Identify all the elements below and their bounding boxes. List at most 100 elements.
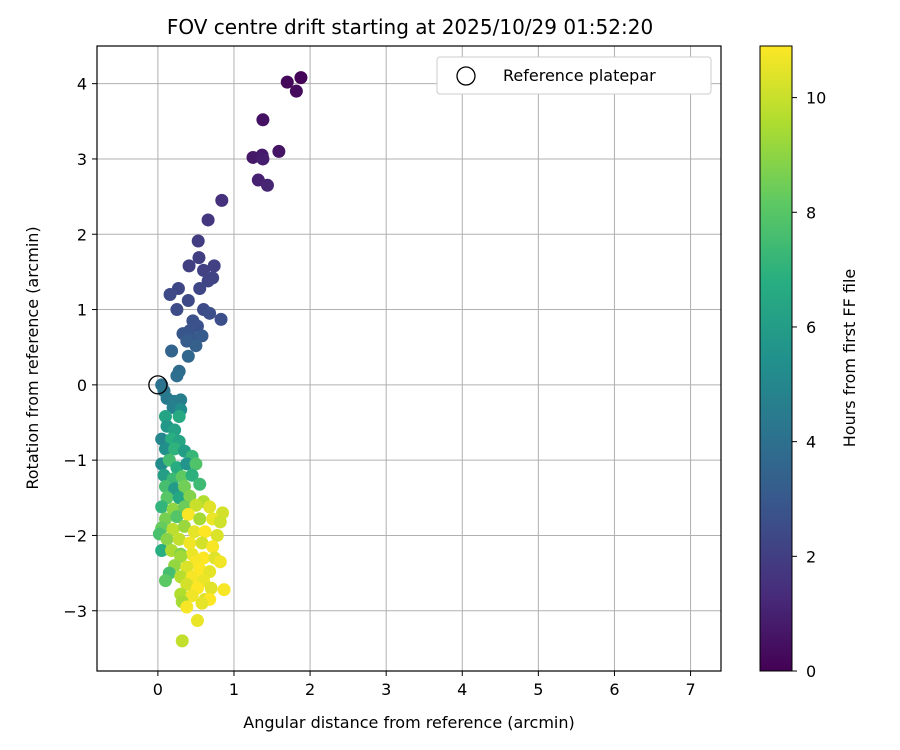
data-point-87 bbox=[166, 522, 180, 536]
data-points bbox=[152, 71, 308, 648]
x-tick-label-1: 1 bbox=[229, 680, 239, 699]
x-tick-label-0: 0 bbox=[153, 680, 163, 699]
data-point-16 bbox=[207, 259, 221, 273]
data-point-9 bbox=[260, 178, 274, 192]
data-point-14 bbox=[182, 259, 196, 273]
data-point-13 bbox=[192, 251, 206, 265]
data-point-64 bbox=[175, 470, 189, 484]
data-point-32 bbox=[195, 329, 209, 343]
data-point-85 bbox=[213, 515, 227, 529]
data-point-26 bbox=[214, 312, 228, 326]
data-point-34 bbox=[189, 339, 203, 353]
colorbar-label: Hours from first FF file bbox=[840, 269, 859, 448]
data-point-83 bbox=[193, 512, 207, 526]
reference-marker-group bbox=[148, 375, 168, 395]
data-point-53 bbox=[158, 442, 172, 456]
reference-platepar-marker bbox=[148, 375, 168, 395]
x-tick-label-6: 6 bbox=[609, 680, 619, 699]
data-point-88 bbox=[178, 519, 192, 533]
y-tick-label-4: 4 bbox=[77, 75, 87, 94]
data-point-115 bbox=[158, 574, 172, 588]
data-point-65 bbox=[185, 468, 199, 482]
data-point-93 bbox=[160, 532, 174, 546]
legend: Reference platepar bbox=[436, 56, 712, 95]
data-point-77 bbox=[189, 498, 203, 512]
data-point-50 bbox=[155, 432, 169, 446]
data-point-125 bbox=[195, 596, 209, 610]
colorbar-tick-label-4: 4 bbox=[806, 433, 816, 452]
data-point-23 bbox=[170, 303, 184, 317]
chart-title: FOV centre drift starting at 2025/10/29 … bbox=[167, 15, 653, 39]
data-point-126 bbox=[180, 600, 194, 614]
colorbar-tick-label-10: 10 bbox=[806, 89, 826, 108]
data-point-118 bbox=[204, 581, 218, 595]
data-point-116 bbox=[180, 577, 194, 591]
data-point-38 bbox=[170, 369, 184, 383]
data-point-18 bbox=[201, 274, 215, 288]
data-point-15 bbox=[197, 263, 211, 277]
data-point-106 bbox=[213, 555, 227, 569]
y-tick-label-2: 2 bbox=[77, 225, 87, 244]
data-point-78 bbox=[203, 500, 217, 514]
data-point-68 bbox=[178, 480, 192, 494]
data-point-81 bbox=[170, 510, 184, 524]
data-point-11 bbox=[201, 213, 215, 227]
colorbar-tick-label-2: 2 bbox=[806, 547, 816, 566]
data-point-90 bbox=[198, 525, 212, 539]
data-point-91 bbox=[210, 528, 224, 542]
data-point-35 bbox=[165, 344, 179, 358]
data-point-69 bbox=[193, 477, 207, 491]
x-tick-label-7: 7 bbox=[685, 680, 695, 699]
colorbar-ticks: 0 2 4 6 8 10 bbox=[792, 89, 826, 681]
data-point-0 bbox=[294, 71, 308, 85]
data-point-127 bbox=[190, 614, 204, 628]
data-point-54 bbox=[168, 442, 182, 456]
data-point-82 bbox=[181, 507, 195, 521]
data-point-22 bbox=[181, 294, 195, 308]
y-axis-ticks: −3 −2 −1 0 1 2 3 4 bbox=[63, 75, 97, 621]
colorbar: 0 2 4 6 8 10 Hours from first FF file bbox=[759, 45, 859, 681]
y-tick-label-3: 3 bbox=[77, 150, 87, 169]
data-point-98 bbox=[155, 544, 169, 558]
data-point-97 bbox=[206, 540, 220, 554]
data-point-60 bbox=[180, 457, 194, 471]
data-point-7 bbox=[256, 152, 270, 166]
x-tick-label-4: 4 bbox=[457, 680, 467, 699]
colorbar-gradient bbox=[759, 45, 793, 672]
y-tick-label--3: −3 bbox=[63, 602, 87, 621]
data-point-47 bbox=[172, 409, 186, 423]
data-point-4 bbox=[272, 144, 286, 158]
data-point-2 bbox=[289, 84, 303, 98]
legend-entry-reference: Reference platepar bbox=[503, 66, 656, 85]
x-axis-ticks: 0 1 2 3 4 5 6 7 bbox=[153, 671, 696, 699]
x-tick-label-5: 5 bbox=[533, 680, 543, 699]
data-point-21 bbox=[163, 287, 177, 301]
data-point-119 bbox=[217, 583, 231, 597]
x-tick-label-3: 3 bbox=[381, 680, 391, 699]
data-point-3 bbox=[256, 113, 270, 127]
data-point-1 bbox=[280, 75, 294, 89]
data-point-94 bbox=[172, 532, 186, 546]
x-axis-label: Angular distance from reference (arcmin) bbox=[243, 713, 574, 732]
y-tick-label-0: 0 bbox=[77, 376, 87, 395]
plot-area-frame bbox=[96, 45, 722, 672]
data-point-61 bbox=[189, 457, 203, 471]
y-tick-label--1: −1 bbox=[63, 451, 87, 470]
y-tick-label-1: 1 bbox=[77, 301, 87, 320]
data-point-74 bbox=[155, 500, 169, 514]
data-point-108 bbox=[180, 560, 194, 574]
colorbar-tick-label-8: 8 bbox=[806, 203, 816, 222]
data-point-89 bbox=[187, 525, 201, 539]
data-point-46 bbox=[158, 409, 172, 423]
x-tick-label-2: 2 bbox=[305, 680, 315, 699]
data-point-96 bbox=[195, 536, 209, 550]
y-tick-label--2: −2 bbox=[63, 526, 87, 545]
colorbar-tick-label-0: 0 bbox=[806, 662, 816, 681]
data-point-10 bbox=[215, 193, 229, 207]
data-point-19 bbox=[193, 281, 207, 295]
data-point-128 bbox=[175, 634, 189, 648]
y-axis-label: Rotation from reference (arcmin) bbox=[23, 226, 42, 489]
data-point-12 bbox=[191, 234, 205, 248]
data-point-36 bbox=[181, 349, 195, 363]
